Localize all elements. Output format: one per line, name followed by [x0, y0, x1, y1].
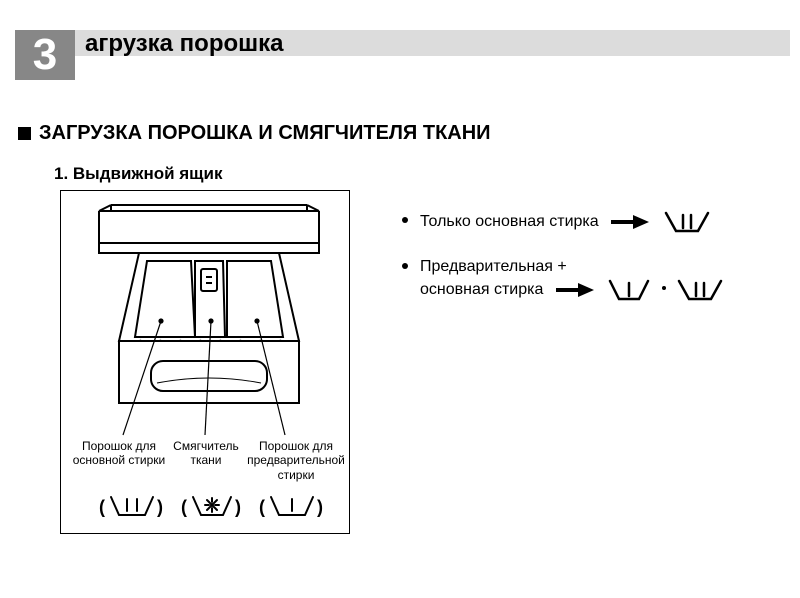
- drawer-diagram-svg: ( ) ( ) ( ): [61, 191, 351, 535]
- arrow-icon: [556, 281, 596, 299]
- page-header: 3 агрузка порошка: [15, 30, 790, 80]
- tub-one-bar-icon: [606, 278, 652, 302]
- square-bullet-icon: [18, 127, 31, 140]
- list-item: Предварительная + основная стирка: [402, 256, 772, 302]
- item-text-line1: Предварительная +: [420, 258, 567, 275]
- section-heading-text: ЗАГРУЗКА ПОРОШКА И СМЯГЧИТЕЛЯ ТКАНИ: [39, 122, 491, 145]
- drawer-diagram: ( ) ( ) ( ) Порошок для основной ст: [60, 190, 350, 534]
- bullet-icon: [402, 217, 408, 223]
- label-softener: Смягчитель ткани: [171, 439, 241, 468]
- label-main-wash: Порошок для основной стирки: [69, 439, 169, 468]
- label-prewash: Порошок для предварительной стирки: [241, 439, 351, 482]
- svg-text:): ): [157, 497, 163, 517]
- bullet-icon: [402, 263, 408, 269]
- svg-text:(: (: [259, 497, 265, 517]
- page-title: агрузка порошка: [85, 30, 284, 58]
- item-text-line2: основная стирка: [420, 281, 543, 298]
- svg-text:(: (: [181, 497, 187, 517]
- section-heading: ЗАГРУЗКА ПОРОШКА И СМЯГЧИТЕЛЯ ТКАНИ: [18, 122, 491, 145]
- section-subheading: 1. Выдвижной ящик: [54, 164, 223, 184]
- step-number-badge: 3: [15, 30, 75, 80]
- svg-text:): ): [235, 497, 241, 517]
- dot-separator-icon: [662, 286, 666, 290]
- arrow-icon: [611, 213, 651, 231]
- tub-two-bars-icon: [662, 210, 712, 234]
- wash-modes-list: Только основная стирка Предварительная +…: [402, 210, 772, 324]
- list-item: Только основная стирка: [402, 210, 772, 234]
- tub-two-bars-icon: [675, 278, 725, 302]
- svg-text:(: (: [99, 497, 105, 517]
- item-text: Только основная стирка: [420, 213, 599, 230]
- svg-text:): ): [317, 497, 323, 517]
